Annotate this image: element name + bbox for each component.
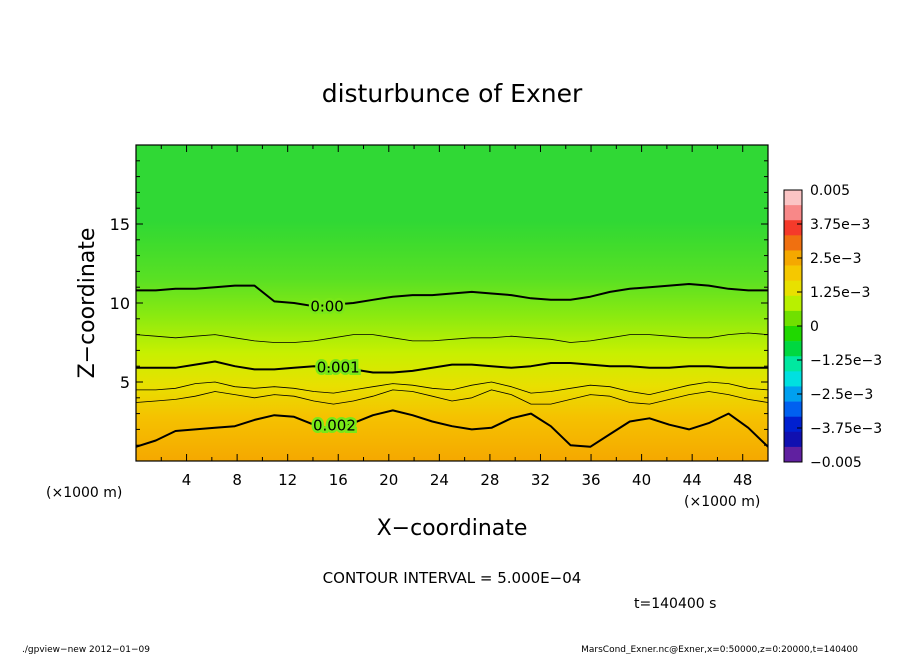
x-tick-label: 8 (232, 471, 242, 489)
colorbar-swatch (784, 280, 802, 297)
x-tick-label: 20 (379, 471, 398, 489)
colorbar-label: 1.25e−3 (810, 285, 870, 301)
x-axis-unit-left: (×1000 m) (46, 485, 122, 501)
contour-line (136, 283, 768, 308)
colorbar-label: 0 (810, 319, 819, 335)
colorbar-swatch (784, 371, 802, 387)
colorbar-label: −3.75e−3 (810, 421, 882, 437)
colorbar-label: −1.25e−3 (810, 353, 882, 369)
colorbar-swatch (784, 205, 802, 221)
colorbar-label: −0.005 (810, 455, 862, 471)
contour-label: 0.00 (310, 298, 343, 316)
colorbar-label: 3.75e−3 (810, 217, 870, 233)
contour-interval: CONTOUR INTERVAL = 5.000E−04 (323, 569, 582, 587)
colorbar: 0.005 3.75e−3 2.5e−3 1.25e−3 0 −1.25e−3 −2.5e−… (783, 183, 882, 471)
colorbar-swatch (784, 235, 802, 251)
colorbar-swatch (784, 220, 802, 236)
colorbar-swatch (784, 401, 802, 417)
x-tick-label: 16 (329, 471, 348, 489)
colorbar-swatch (784, 356, 802, 372)
contour-lines: 0.00 0.001 0.002 (136, 283, 768, 448)
contour-label: 0.001 (317, 358, 360, 376)
y-tick-label: 5 (120, 373, 130, 392)
x-axis-unit-right: (×1000 m) (684, 494, 760, 510)
contour-line (136, 332, 768, 343)
x-tick-label: 36 (581, 471, 600, 489)
chart-title: disturbunce of Exner (322, 79, 583, 108)
x-tick-label: 28 (480, 471, 499, 489)
x-tick-label: 40 (632, 471, 651, 489)
colorbar-swatch (784, 416, 802, 433)
x-tick-label: 12 (278, 471, 297, 489)
contour-line (136, 389, 768, 405)
time-label: t=140400 s (634, 596, 716, 612)
x-tick-label: 24 (430, 471, 449, 489)
colorbar-label: 2.5e−3 (810, 251, 862, 267)
colorbar-swatch (784, 431, 802, 448)
contour-line (136, 360, 768, 374)
contour-line (136, 409, 768, 448)
x-axis-label: X−coordinate (377, 516, 528, 541)
x-tick-label: 44 (683, 471, 702, 489)
colorbar-swatch (784, 310, 802, 327)
x-tick-label: 4 (182, 471, 192, 489)
y-tick-label: 15 (110, 215, 130, 234)
y-axis-label: Z−coordinate (75, 228, 100, 379)
colorbar-swatch (784, 295, 802, 312)
contour-line (136, 381, 768, 395)
plot-background (136, 145, 768, 461)
x-tick-label: 32 (531, 471, 550, 489)
colorbar-swatch (784, 446, 802, 463)
colorbar-swatch (784, 250, 802, 266)
colorbar-swatch (784, 386, 802, 402)
contour-label: 0.002 (313, 416, 356, 434)
footer-right: MarsCond_Exner.nc@Exner,x=0:50000,z=0:20… (581, 645, 858, 654)
colorbar-label: 0.005 (810, 183, 850, 199)
colorbar-swatch (784, 265, 802, 281)
colorbar-swatch (784, 326, 802, 342)
colorbar-label: −2.5e−3 (810, 387, 873, 403)
x-tick-label: 48 (733, 471, 752, 489)
x-ticks: 4 8 12 16 20 24 28 32 36 40 44 48 (160, 145, 752, 489)
footer-left: ./gpview−new 2012−01−09 (22, 645, 150, 654)
y-ticks: 5 10 15 (110, 160, 768, 446)
colorbar-swatch (784, 341, 802, 357)
y-tick-label: 10 (110, 294, 130, 313)
colorbar-swatch (784, 190, 802, 206)
